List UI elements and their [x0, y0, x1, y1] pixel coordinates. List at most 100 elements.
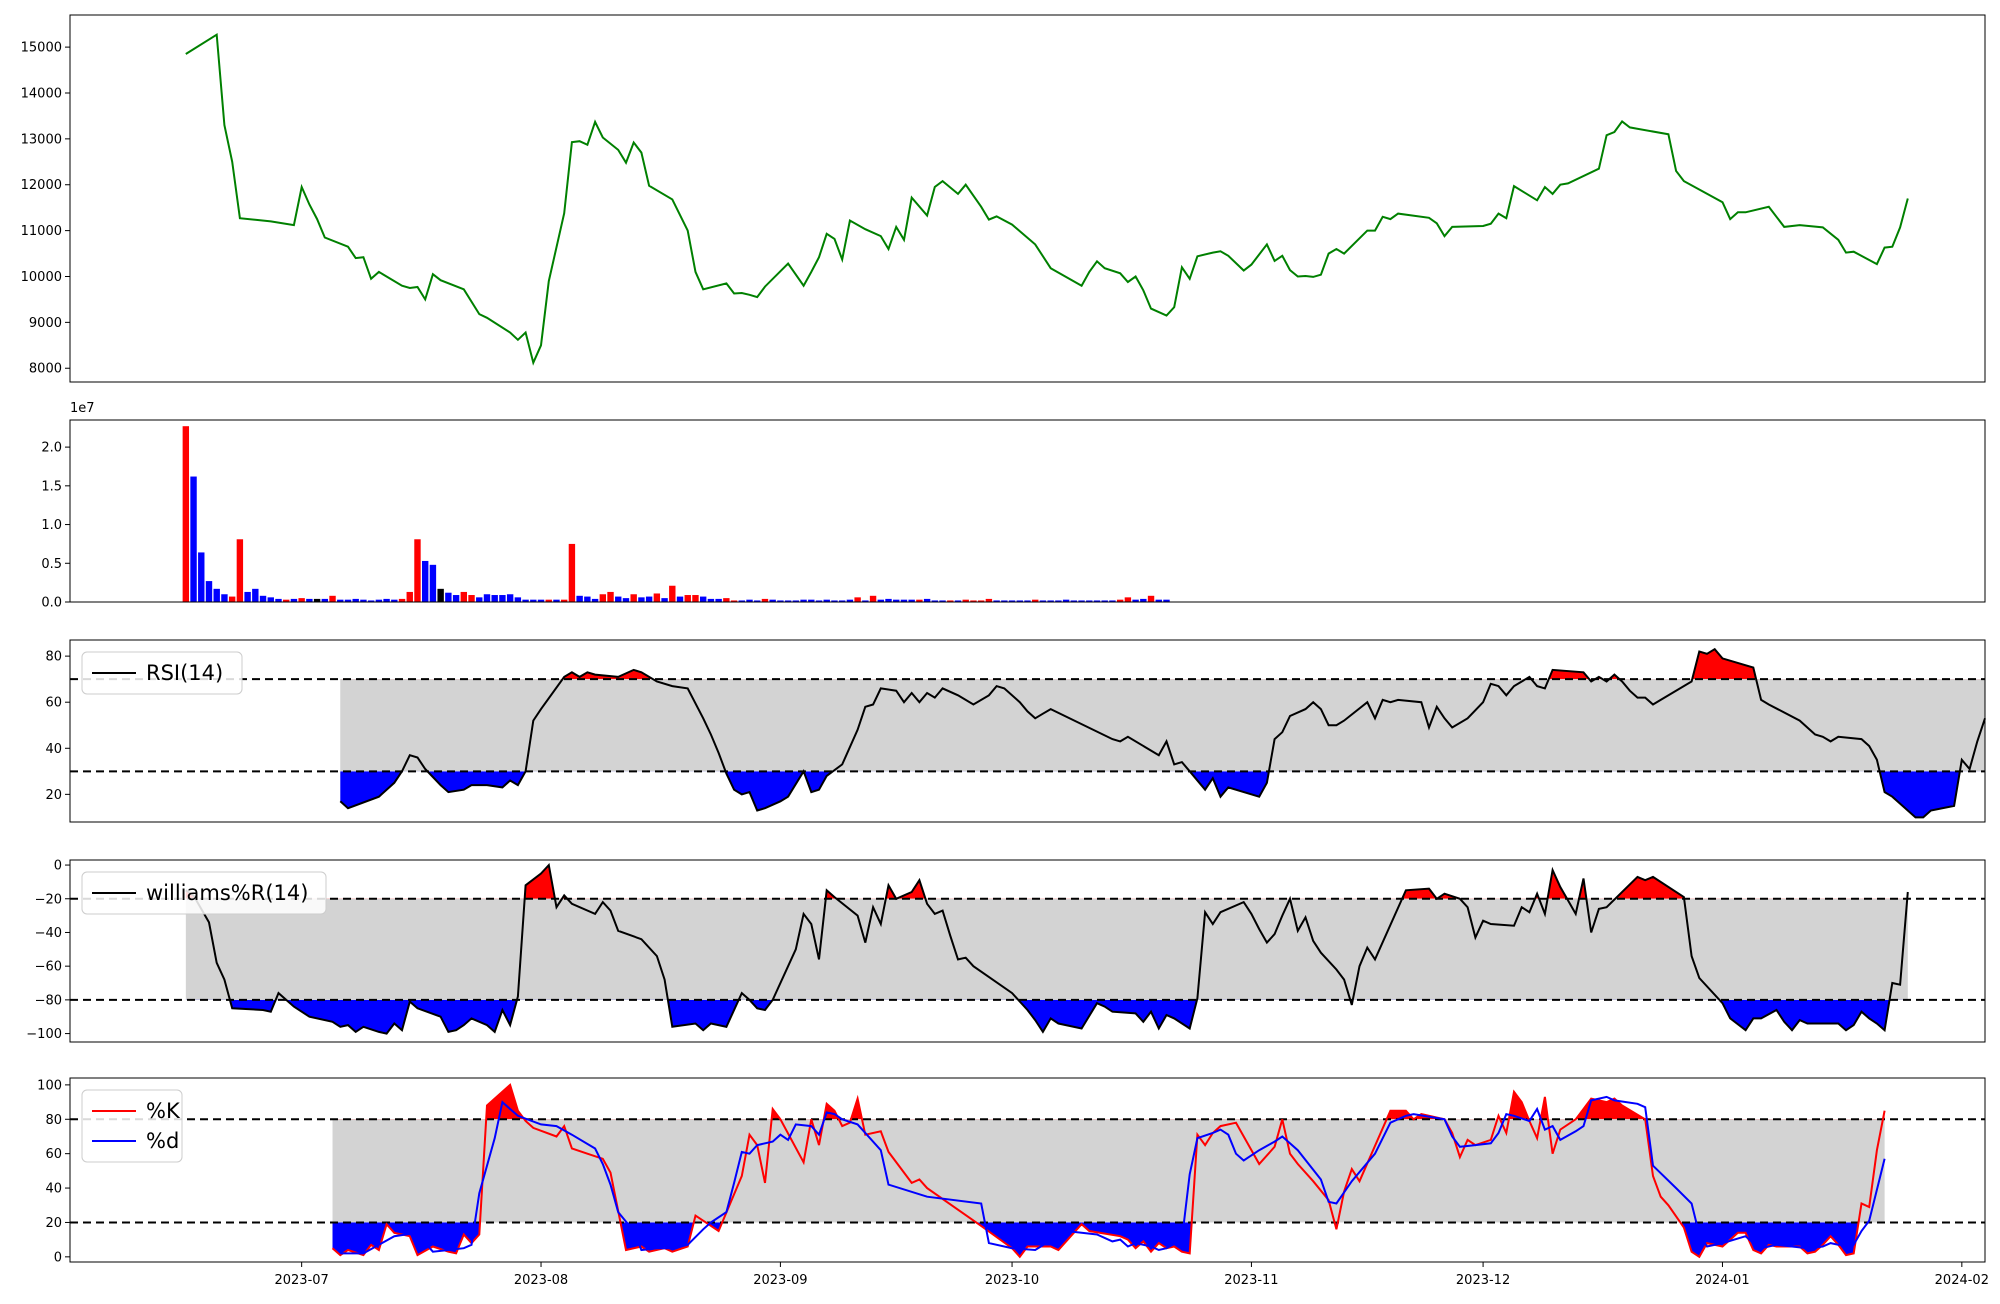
volume-bar — [669, 585, 676, 602]
volume-bar — [1093, 600, 1101, 602]
volume-bar — [653, 593, 661, 602]
volume-bar — [1132, 599, 1139, 602]
volume-bar — [1001, 600, 1008, 602]
y-tick-label: 8000 — [29, 362, 62, 377]
volume-bar — [1008, 600, 1016, 602]
volume-bar — [1086, 600, 1093, 602]
volume-bar — [1124, 597, 1132, 602]
volume-bar — [661, 598, 668, 602]
volume-bar — [514, 597, 522, 602]
volume-bar — [800, 599, 807, 602]
volume-bar — [267, 597, 274, 602]
x-tick-label: 2023-10 — [985, 1273, 1039, 1288]
volume-bar — [815, 600, 823, 602]
volume-bar — [476, 597, 483, 602]
volume-bar — [1070, 600, 1078, 602]
volume-bar — [445, 592, 452, 602]
volume-bar — [1032, 599, 1039, 602]
volume-bar — [777, 600, 784, 602]
y-tick-label: 40 — [45, 1182, 62, 1197]
volume-bar — [205, 581, 213, 602]
volume-bar — [947, 600, 954, 602]
volume-bar — [591, 598, 599, 602]
y-tick-label: 0.0 — [41, 596, 62, 611]
legend-entry: %K — [146, 1099, 181, 1123]
volume-bar — [761, 598, 769, 602]
y-tick-label: 60 — [45, 1147, 62, 1162]
rsi-line — [339, 647, 1986, 819]
y-tick-label: 20 — [45, 1216, 62, 1231]
volume-bar — [422, 560, 429, 602]
volume-bar — [190, 476, 197, 602]
y-tick-label: 0 — [54, 859, 62, 874]
y-tick-label: 14000 — [21, 86, 62, 101]
volume-bar — [916, 599, 923, 602]
volume-bar — [877, 599, 884, 602]
y-tick-label: 10000 — [21, 270, 62, 285]
volume-bar — [769, 599, 776, 602]
volume-bar — [622, 598, 630, 602]
volume-bar — [1116, 599, 1124, 602]
legend-entry: %d — [146, 1129, 179, 1153]
volume-bar — [692, 595, 699, 602]
volume-bar — [468, 595, 475, 602]
volume-bar — [823, 599, 830, 602]
volume-bar — [290, 598, 298, 602]
y-tick-label: 11000 — [21, 224, 62, 239]
volume-bar — [615, 596, 622, 602]
volume-bar — [182, 426, 190, 602]
legend-entry: RSI(14) — [146, 661, 223, 685]
y-tick-label: −60 — [35, 960, 62, 975]
volume-bar — [784, 600, 792, 602]
volume-bar — [730, 600, 738, 602]
axes-frame — [69, 419, 1986, 603]
volume-bar — [228, 596, 236, 602]
volume-bar — [398, 598, 406, 602]
volume-bar — [576, 595, 583, 602]
volume-bar — [684, 595, 691, 602]
threshold-band — [340, 679, 1985, 772]
volume-bar — [360, 599, 367, 602]
volume-bar — [414, 539, 421, 602]
volume-bar — [931, 600, 939, 602]
volume-bar — [970, 600, 977, 602]
y-tick-label: 0 — [54, 1250, 62, 1265]
volume-bar — [792, 600, 800, 602]
volume-bar — [676, 596, 684, 602]
volume-bar — [754, 600, 761, 602]
volume-bar — [275, 598, 282, 602]
volume-bar — [522, 599, 529, 602]
volume-bar — [1016, 600, 1023, 602]
volume-bar — [244, 591, 251, 602]
volume-bar — [1140, 598, 1147, 602]
legend-entry: williams%R(14) — [146, 881, 308, 905]
y-tick-label: 80 — [45, 1113, 62, 1128]
y-tick-label: 20 — [45, 788, 62, 803]
volume-bar — [1055, 600, 1062, 602]
volume-bar — [259, 595, 267, 602]
axes-frame — [69, 859, 1986, 1043]
volume-bar — [306, 598, 313, 602]
x-tick-label: 2024-01 — [1695, 1273, 1749, 1288]
y-tick-label: 60 — [45, 696, 62, 711]
y-tick-label: −80 — [35, 993, 62, 1008]
y-tick-label: 12000 — [21, 178, 62, 193]
oversold-fill — [185, 999, 1908, 1034]
volume-bar — [568, 543, 576, 602]
volume-bar — [236, 539, 244, 602]
volume-bar — [977, 600, 985, 602]
volume-bar — [491, 595, 498, 602]
volume-bar — [607, 591, 614, 602]
volume-bar — [1155, 599, 1162, 602]
volume-bar — [375, 599, 383, 602]
volume-bar — [715, 598, 722, 602]
volume-bar — [1062, 599, 1070, 602]
volume-bar — [985, 598, 993, 602]
volume-bar — [699, 596, 707, 602]
volume-bar — [893, 599, 900, 602]
volume-bar — [406, 591, 413, 602]
volume-bar — [923, 598, 931, 602]
oversold-fill — [340, 771, 1960, 818]
y-tick-label: 40 — [45, 742, 62, 757]
